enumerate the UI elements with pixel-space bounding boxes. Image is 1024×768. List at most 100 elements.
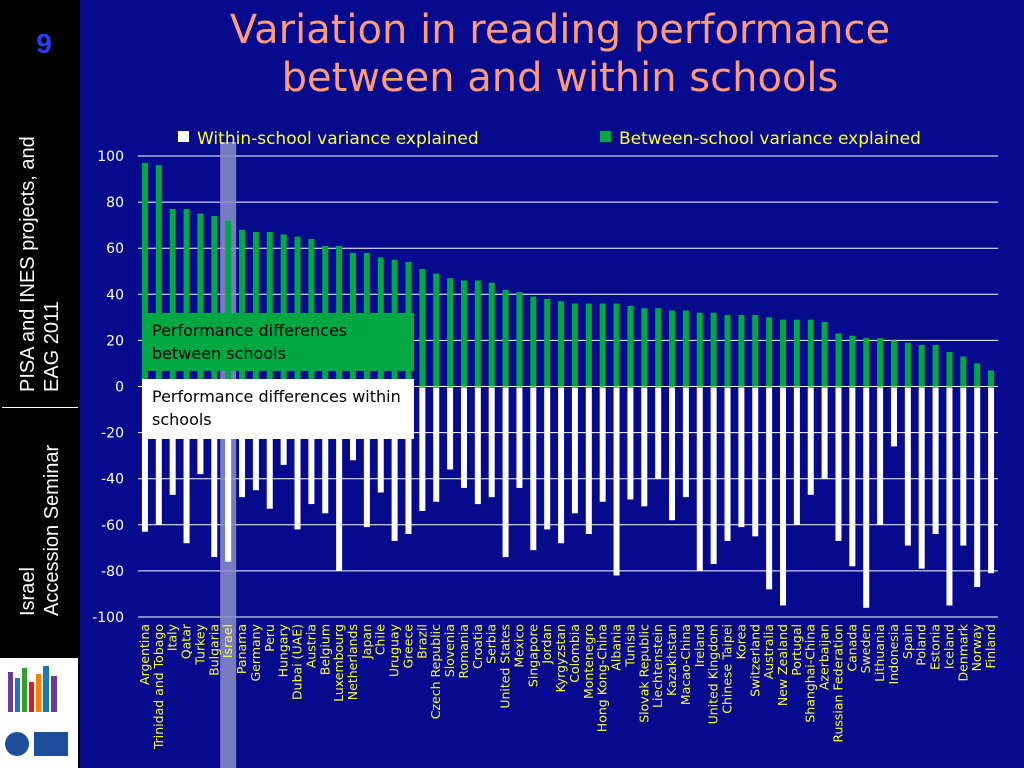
between-bar	[849, 335, 856, 387]
x-tick-label: Dubai (UAE)	[290, 624, 305, 700]
x-tick-label: Luxembourg	[331, 624, 346, 702]
x-tick-label: Serbia	[484, 624, 499, 664]
x-tick-label: Estonia	[928, 624, 943, 670]
sidebar-divider	[2, 407, 78, 408]
within-bar	[613, 387, 620, 576]
within-bar	[377, 387, 384, 493]
y-tick-label: -40	[101, 472, 124, 488]
within-bar	[585, 387, 592, 535]
y-tick-label: -80	[101, 564, 124, 580]
x-tick-label: Uruguay	[387, 623, 402, 677]
within-bar	[682, 387, 689, 498]
x-tick-label: Macao-China	[678, 624, 693, 705]
x-tick-label: Azerbaijan	[817, 624, 832, 690]
between-bar	[627, 305, 634, 387]
within-bar	[516, 387, 523, 488]
within-bar	[918, 387, 925, 569]
between-bar	[960, 356, 967, 387]
between-bar	[918, 345, 925, 387]
x-tick-label: Croatia	[470, 624, 485, 669]
within-bar	[308, 387, 315, 505]
between-bar	[280, 234, 287, 387]
between-bar	[433, 273, 440, 387]
between-bar	[946, 351, 953, 387]
x-tick-label: Romania	[456, 624, 471, 679]
between-bar	[488, 282, 495, 387]
y-tick-label: 100	[97, 149, 124, 165]
within-bar	[960, 387, 967, 546]
x-tick-label: Korea	[733, 624, 748, 659]
between-bar	[641, 308, 648, 387]
x-tick-label: Montenegro	[581, 624, 596, 699]
between-bar	[863, 338, 870, 387]
within-bar	[211, 387, 218, 558]
within-bar	[988, 387, 995, 574]
between-bar	[502, 289, 509, 387]
between-bar	[988, 370, 995, 387]
x-tick-label: Greece	[400, 624, 415, 669]
between-bar	[655, 308, 662, 387]
between-bar	[793, 319, 800, 387]
between-bar	[682, 310, 689, 387]
x-tick-label: Switzerland	[747, 624, 762, 697]
within-bar	[946, 387, 953, 606]
y-tick-label: 60	[106, 241, 124, 257]
between-bar	[835, 333, 842, 387]
x-tick-label: Argentina	[137, 624, 152, 685]
within-bar	[336, 387, 343, 571]
between-bar	[669, 310, 676, 387]
within-bar	[225, 387, 232, 562]
x-tick-label: United States	[498, 624, 513, 709]
between-bar	[571, 303, 578, 387]
between-bar	[932, 345, 939, 387]
x-tick-label: Slovak Republic	[636, 624, 651, 723]
within-bar	[932, 387, 939, 535]
x-tick-label: Hungary	[276, 623, 291, 677]
x-tick-label: Australia	[761, 624, 776, 679]
within-bar	[322, 387, 329, 514]
between-bar	[780, 319, 786, 387]
within-bar	[821, 387, 828, 479]
within-bar	[294, 387, 301, 530]
x-tick-label: Belgium	[317, 624, 332, 675]
between-bar	[211, 215, 218, 387]
x-tick-label: Kyrgyzstan	[553, 624, 568, 693]
callout-between-schools: Performance differences between schools	[142, 313, 414, 371]
between-bar	[877, 338, 884, 387]
between-bar	[239, 229, 246, 387]
within-bar	[710, 387, 717, 564]
within-bar	[807, 387, 814, 495]
within-bar	[363, 387, 370, 528]
within-bar	[419, 387, 426, 511]
between-bar	[197, 213, 204, 387]
between-bar	[252, 232, 259, 387]
within-bar	[502, 387, 509, 558]
between-bar	[807, 319, 814, 387]
within-bar	[904, 387, 911, 546]
x-tick-label: Portugal	[789, 624, 804, 676]
y-tick-label: 0	[115, 380, 124, 396]
within-bar	[641, 387, 648, 507]
within-bar	[239, 387, 246, 498]
within-bar	[890, 387, 897, 447]
within-bar	[780, 387, 786, 606]
within-bar	[766, 387, 773, 590]
x-tick-label: Trinidad and Tobago	[151, 624, 166, 750]
y-tick-label: -20	[101, 426, 124, 442]
within-bar	[488, 387, 495, 498]
x-tick-label: Germany	[248, 623, 263, 681]
x-tick-label: Colombia	[567, 624, 582, 683]
y-tick-label: -60	[101, 518, 124, 534]
x-tick-label: Shanghai-China	[803, 624, 818, 723]
within-bar	[863, 387, 870, 608]
x-tick-label: Denmark	[955, 623, 970, 681]
x-tick-label: Slovenia	[442, 624, 457, 677]
x-tick-label: Liechtenstein	[650, 624, 665, 708]
within-bar	[571, 387, 578, 514]
between-bar	[294, 236, 301, 387]
between-bar	[585, 303, 592, 387]
x-tick-label: Spain	[900, 624, 915, 659]
x-tick-label: Japan	[359, 624, 374, 660]
x-tick-label: Israel	[220, 624, 235, 658]
